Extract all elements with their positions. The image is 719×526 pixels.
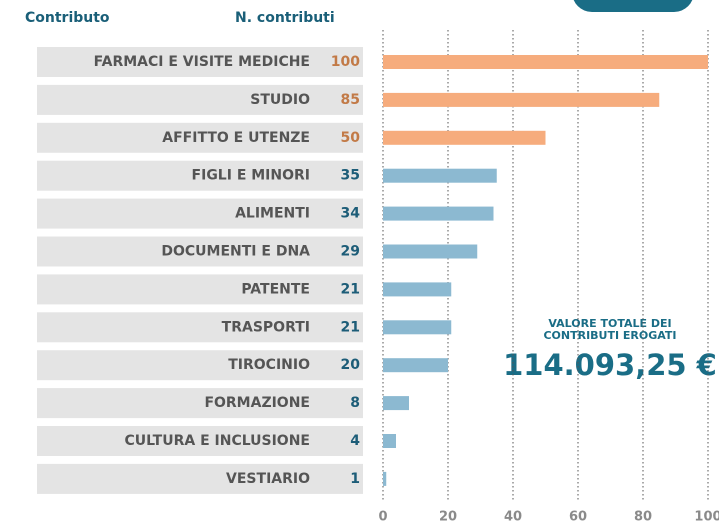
row-band xyxy=(37,122,363,153)
row-band xyxy=(37,463,363,494)
category-label: DOCUMENTI E DNA xyxy=(161,244,310,260)
row-band xyxy=(37,388,363,419)
bar xyxy=(383,282,452,297)
value-label: 100 xyxy=(331,54,360,70)
row-band xyxy=(37,160,363,191)
row-band xyxy=(37,198,363,229)
column-header: N. contributi xyxy=(235,10,335,26)
annotation-label: VALORE TOTALE DEI xyxy=(548,317,671,330)
row-band xyxy=(37,84,363,115)
bar xyxy=(383,244,478,259)
x-tick-label: 100 xyxy=(694,510,719,525)
bar xyxy=(383,358,448,373)
column-header: Contributo xyxy=(25,10,110,26)
x-tick-label: 80 xyxy=(634,510,652,525)
value-label: 20 xyxy=(341,357,361,373)
row-band xyxy=(37,426,363,456)
value-label: 50 xyxy=(341,130,361,146)
value-label: 29 xyxy=(341,244,360,260)
category-label: ALIMENTI xyxy=(235,206,310,222)
category-label: CULTURA E INCLUSIONE xyxy=(124,433,310,449)
value-label: 35 xyxy=(341,168,360,184)
bar xyxy=(383,130,546,145)
bar xyxy=(383,206,494,221)
value-label: 4 xyxy=(350,433,360,449)
bar xyxy=(383,92,660,107)
category-label: FARMACI E VISITE MEDICHE xyxy=(94,54,310,70)
category-label: AFFITTO E UTENZE xyxy=(162,130,310,146)
category-label: TIROCINIO xyxy=(228,357,310,373)
bar xyxy=(383,434,396,448)
decoration xyxy=(573,0,693,12)
row-band xyxy=(37,236,363,267)
value-label: 21 xyxy=(341,319,360,335)
bar xyxy=(383,471,387,486)
value-label: 34 xyxy=(341,206,361,222)
category-label: FIGLI E MINORI xyxy=(192,168,310,184)
row-band xyxy=(37,47,363,77)
row-band xyxy=(37,274,363,305)
x-tick-label: 20 xyxy=(439,510,457,525)
bar xyxy=(383,320,452,335)
bar xyxy=(383,55,708,69)
annotation-label: CONTRIBUTI EROGATI xyxy=(543,329,676,342)
category-label: PATENTE xyxy=(241,281,310,297)
x-tick-label: 60 xyxy=(569,510,587,525)
annotation-value: 114.093,25 € xyxy=(503,348,717,382)
value-label: 8 xyxy=(350,395,360,411)
bar xyxy=(383,396,409,411)
category-label: STUDIO xyxy=(250,92,310,108)
row-band xyxy=(37,350,363,381)
value-label: 21 xyxy=(341,281,360,297)
x-tick-label: 0 xyxy=(378,510,387,525)
value-label: 85 xyxy=(341,92,360,108)
value-label: 1 xyxy=(350,471,360,487)
category-label: TRASPORTI xyxy=(222,319,310,335)
bar xyxy=(383,168,497,183)
x-tick-label: 40 xyxy=(504,510,522,525)
row-band xyxy=(37,312,363,343)
category-label: VESTIARIO xyxy=(226,471,310,487)
category-label: FORMAZIONE xyxy=(204,395,310,411)
